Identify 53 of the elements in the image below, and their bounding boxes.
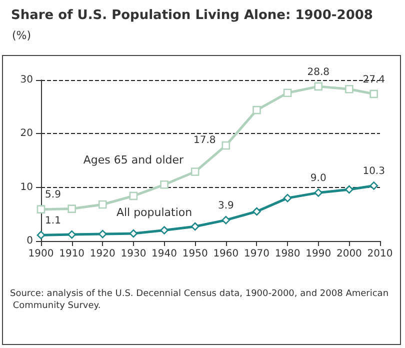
point bbox=[129, 192, 138, 200]
data-label: 3.9 bbox=[218, 200, 234, 212]
point bbox=[345, 185, 354, 194]
y-tick-label: 10 bbox=[20, 182, 33, 193]
x-tick-label: 1930 bbox=[120, 248, 146, 260]
x-tick-label: 1940 bbox=[152, 248, 177, 260]
data-label: 10.3 bbox=[362, 166, 385, 178]
point bbox=[129, 229, 138, 238]
x-tick-label: 1960 bbox=[213, 248, 239, 260]
series-label: Ages 65 and older bbox=[83, 153, 184, 166]
chart-title: Share of U.S. Population Living Alone: 1900-2008 bbox=[11, 8, 373, 23]
point bbox=[314, 82, 323, 91]
x-tick-label: 1900 bbox=[28, 248, 54, 260]
y-tick-label: 30 bbox=[20, 74, 33, 86]
point bbox=[222, 141, 230, 150]
point bbox=[98, 200, 107, 209]
point bbox=[160, 226, 168, 234]
y-tick-label: 20 bbox=[20, 128, 33, 140]
point bbox=[283, 88, 292, 98]
x-tick-label: 1920 bbox=[90, 248, 116, 260]
x-tick-label: 2010 bbox=[367, 248, 393, 260]
point bbox=[252, 106, 261, 114]
point bbox=[345, 84, 354, 94]
x-tick-label: 1990 bbox=[306, 248, 332, 260]
data-label: 9.0 bbox=[310, 173, 326, 184]
data-label: 28.8 bbox=[307, 66, 330, 78]
point bbox=[283, 194, 292, 202]
point bbox=[98, 230, 107, 238]
y-axis-title: (%) bbox=[12, 29, 32, 42]
point bbox=[190, 222, 200, 231]
x-tick-label: 2000 bbox=[336, 248, 362, 260]
data-label: 27.4 bbox=[362, 74, 385, 86]
series-label: All population bbox=[116, 206, 192, 219]
point bbox=[314, 188, 323, 197]
point bbox=[370, 182, 378, 190]
point bbox=[36, 230, 46, 240]
data-label: 1.1 bbox=[45, 215, 61, 226]
point bbox=[252, 207, 261, 216]
point bbox=[190, 168, 200, 176]
point bbox=[370, 90, 378, 98]
data-label: 5.9 bbox=[45, 190, 61, 201]
point bbox=[68, 230, 76, 239]
point bbox=[222, 216, 230, 224]
y-tick-label: 0 bbox=[26, 236, 33, 246]
x-tick-label: 1980 bbox=[274, 248, 300, 260]
source-note: Source: analysis of the U.S. Decennial Census data, 1900-2000, and 2008 American Community Survey. bbox=[10, 289, 389, 311]
data-label: 17.8 bbox=[193, 134, 216, 146]
point bbox=[36, 205, 46, 214]
x-tick-label: 1910 bbox=[59, 248, 85, 260]
point bbox=[68, 204, 76, 213]
x-tick-label: 1950 bbox=[182, 248, 208, 260]
x-tick-label: 1970 bbox=[244, 248, 270, 260]
point bbox=[160, 180, 168, 189]
